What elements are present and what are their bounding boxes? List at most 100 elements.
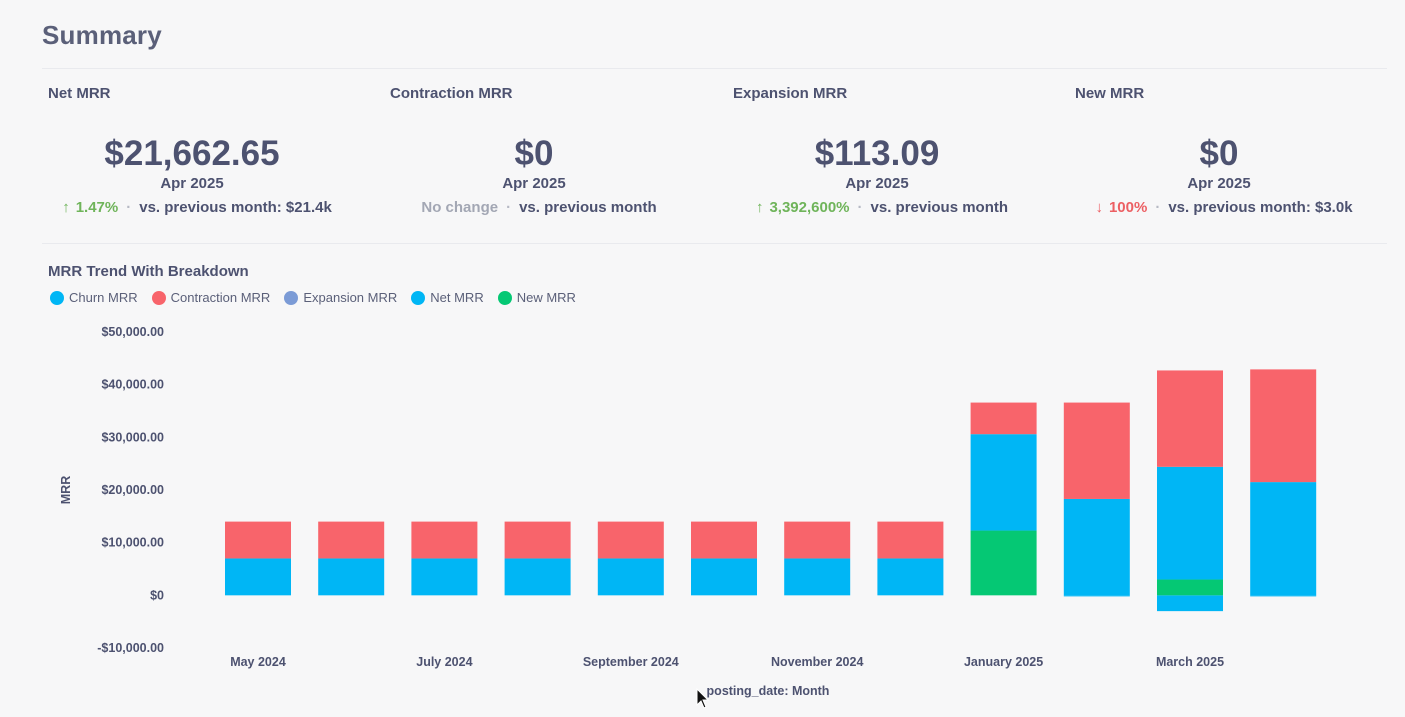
chart-title: MRR Trend With Breakdown [48, 263, 249, 280]
bar-net-8 [970, 434, 1037, 531]
legend-swatch [50, 290, 64, 305]
arrow-up-icon: ↑ [755, 199, 764, 216]
x-tick-label: November 2024 [771, 655, 863, 669]
kpi-value: $21,662.65 [104, 134, 280, 173]
bar-net-2 [411, 558, 478, 596]
legend-item-contraction-mrr[interactable]: Contraction MRR [151, 290, 271, 305]
bar-churn-9 [1063, 595, 1130, 597]
kpi-comparison: No change · vs. previous month [384, 199, 694, 216]
separator-dot: · [506, 199, 512, 216]
divider [42, 68, 1387, 69]
x-tick-label: May 2024 [230, 655, 286, 669]
arrow-down-icon: ↓ [1095, 199, 1103, 216]
y-tick-label: $10,000.00 [101, 536, 164, 550]
kpi-comparison: ↑ 1.47% · vs. previous month: $21.4k [42, 199, 352, 216]
kpi-compare-text: vs. previous month [519, 199, 657, 216]
y-tick-label: $50,000.00 [101, 325, 164, 339]
bar-churn-11 [1250, 595, 1317, 597]
kpi-compare-text: vs. previous month: $3.0k [1168, 199, 1353, 216]
mouse-cursor-icon [696, 688, 710, 709]
legend-item-churn-mrr[interactable]: Churn MRR [50, 290, 138, 305]
kpi-value: $0 [514, 134, 554, 173]
legend-label: Churn MRR [69, 290, 138, 305]
legend-item-net-mrr[interactable]: Net MRR [411, 290, 484, 305]
kpi-comparison: ↓ 100% · vs. previous month: $3.0k [1069, 199, 1379, 216]
bar-net-3 [504, 558, 571, 596]
bar-net-11 [1250, 482, 1317, 596]
kpi-period: Apr 2025 [1187, 175, 1251, 192]
kpi-title: New MRR [1075, 85, 1145, 102]
legend-swatch [284, 290, 299, 305]
kpi-value: $0 [1199, 134, 1239, 173]
bar-contraction-5 [691, 521, 757, 559]
y-tick-label: $0 [150, 588, 164, 602]
kpi-value: $113.09 [814, 134, 940, 173]
bar-net-9 [1063, 498, 1130, 596]
legend-swatch [151, 290, 166, 305]
separator-dot: · [126, 199, 132, 216]
bar-contraction-6 [784, 521, 851, 559]
legend-swatch [497, 290, 512, 305]
bar-net-1 [318, 558, 385, 596]
kpi-change: No change [421, 199, 499, 216]
bar-contraction-3 [504, 521, 571, 559]
x-axis-label: posting_date: Month [707, 684, 830, 698]
arrow-up-icon: ↑ [62, 199, 70, 216]
kpi-change: 3,392,600% [769, 199, 850, 216]
bar-new-8 [970, 530, 1037, 596]
kpi-compare-text: vs. previous month [870, 199, 1009, 216]
kpi-period: Apr 2025 [502, 175, 566, 192]
legend-label: Contraction MRR [170, 290, 271, 305]
y-tick-label: $40,000.00 [101, 378, 164, 392]
bar-net-10 [1157, 466, 1223, 580]
bar-contraction-8 [970, 402, 1037, 435]
kpi-change: 1.47% [75, 199, 119, 216]
x-tick-label: September 2024 [583, 655, 679, 669]
separator-dot: · [1155, 199, 1161, 216]
kpi-title: Expansion MRR [733, 85, 848, 102]
chart-legend: Churn MRR Contraction MRR Expansion MRR … [50, 290, 576, 305]
kpi-comparison: ↑ 3,392,600% · vs. previous month [727, 199, 1037, 216]
y-tick-label: $20,000.00 [101, 483, 164, 497]
bar-contraction-10 [1157, 370, 1223, 467]
bar-net-7 [877, 558, 944, 596]
legend-item-expansion-mrr[interactable]: Expansion MRR [284, 290, 397, 305]
y-tick-label: -$10,000.00 [97, 641, 164, 655]
bar-churn-10 [1157, 595, 1223, 612]
page-title: Summary [42, 20, 162, 50]
kpi-title: Net MRR [48, 85, 111, 102]
legend-item-new-mrr[interactable]: New MRR [497, 290, 576, 305]
divider [42, 243, 1387, 244]
kpi-change: 100% [1108, 199, 1148, 216]
legend-swatch [411, 290, 426, 305]
legend-label: Net MRR [430, 290, 484, 305]
bar-contraction-0 [225, 521, 291, 559]
bar-contraction-9 [1063, 402, 1130, 499]
y-axis-label: MRR [59, 476, 73, 504]
kpi-period: Apr 2025 [845, 175, 909, 192]
kpi-card-new-mrr[interactable]: New MRR $0 Apr 2025 ↓ 100% · vs. previous m… [1069, 84, 1399, 224]
kpi-card-net-mrr[interactable]: Net MRR $21,662.65 Apr 2025 ↑ 1.47% · vs. p… [42, 84, 372, 224]
bar-contraction-7 [877, 521, 944, 559]
bar-contraction-11 [1250, 369, 1317, 483]
legend-label: Expansion MRR [303, 290, 398, 305]
bar-contraction-4 [597, 521, 664, 559]
legend-label: New MRR [516, 290, 576, 305]
bar-net-5 [691, 558, 757, 596]
bar-net-0 [225, 558, 291, 596]
kpi-title: Contraction MRR [390, 85, 513, 102]
kpi-period: Apr 2025 [160, 175, 224, 192]
kpi-compare-text: vs. previous month: $21.4k [139, 199, 332, 216]
x-tick-label: March 2025 [1156, 655, 1224, 669]
bar-contraction-2 [411, 521, 478, 559]
bar-net-4 [597, 558, 664, 596]
bar-net-6 [784, 558, 851, 596]
x-tick-label: January 2025 [964, 655, 1043, 669]
bar-contraction-1 [318, 521, 385, 559]
kpi-card-contraction-mrr[interactable]: Contraction MRR $0 Apr 2025 No change · vs… [384, 84, 714, 224]
y-tick-label: $30,000.00 [101, 430, 164, 444]
x-tick-label: July 2024 [416, 655, 472, 669]
bar-new-10 [1157, 579, 1223, 596]
kpi-card-expansion-mrr[interactable]: Expansion MRR $113.09 Apr 2025 ↑ 3,392,60… [727, 84, 1057, 224]
